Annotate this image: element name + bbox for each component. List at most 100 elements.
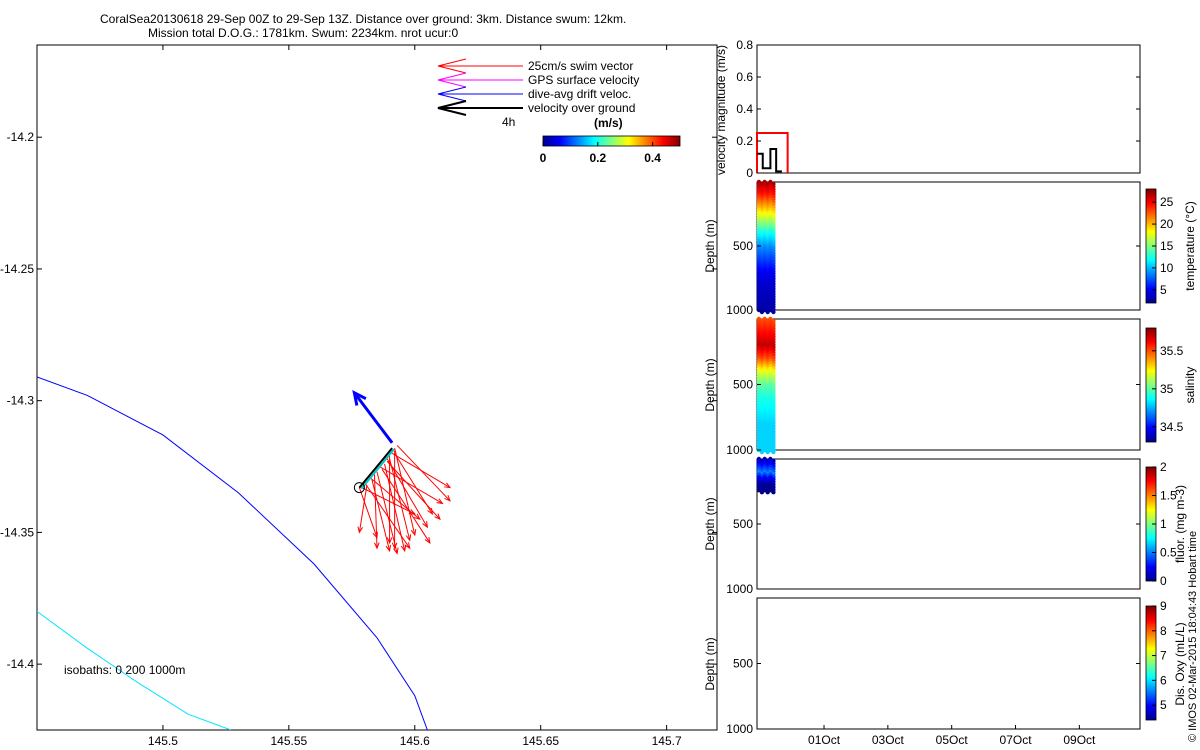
legend-label-ground: velocity over ground [528, 101, 635, 115]
swim-vector [389, 458, 411, 541]
oxygen-y-axis: 500 1000 [726, 657, 1140, 736]
salinity-y-label: Depth (m) [703, 358, 717, 411]
swim-vector-head [413, 513, 421, 521]
swim-vector-head [374, 542, 380, 550]
colorbar-tick-label: 10 [1160, 261, 1174, 275]
speed-colorbar-label: (m/s) [594, 116, 623, 130]
legend-time-label: 4h [502, 115, 515, 129]
velocity-panel: 0 0.2 0.4 0.6 0.8 velocity magnitude (m/s) [714, 38, 1141, 180]
colorbar-tick-label: 7 [1160, 649, 1167, 663]
colorbar-tick-label: 1.5 [1160, 489, 1177, 503]
oxygen-panel: 500 1000 01Oct 03Oct 05Oct 07Oct 09Oct Depth … [703, 597, 1187, 747]
swim-vectors [357, 445, 452, 555]
swim-vector-head [391, 542, 398, 550]
fluor-axes-frame [756, 458, 1141, 590]
colorbar-tick-label: 9 [1160, 599, 1167, 613]
map-panel: 145.5 145.55 145.6 145.65 145.7 -14.2-14.25-… [0, 44, 718, 748]
map-legend: 25cm/s swim vector GPS surface velocity … [437, 58, 681, 165]
colorbar-tick-label: 0 [1160, 574, 1167, 588]
velocity-y-axis: 0 0.2 0.4 0.6 0.8 [736, 38, 1140, 180]
colorbar-tick-label: 25 [1160, 195, 1174, 209]
swim-vector [386, 458, 428, 528]
legend-arrows [437, 58, 523, 116]
temperature-axes-frame [756, 181, 1141, 311]
oxygen-colorbar-ticks: 5 6 7 8 9 [1152, 599, 1167, 712]
panel-y-tick-label: 0.6 [736, 70, 753, 84]
map-x-tick-label: 145.65 [522, 734, 559, 748]
map-x-axis: 145.5 145.55 145.6 145.65 145.7 [148, 45, 682, 748]
oxygen-x-tick-label: 03Oct [872, 733, 905, 747]
fluor-profiles [756, 456, 776, 495]
speed-colorbar [542, 135, 681, 147]
fluor-colorbar-label: fluor. (mg m-3) [1173, 485, 1187, 563]
panel-y-tick-label: 500 [733, 657, 753, 671]
swim-vector-head [393, 547, 399, 555]
map-axes-frame [36, 44, 718, 731]
temperature-panel: 500 1000 Depth (m) 5 10 15 20 25 temperature … [703, 179, 1197, 317]
oxygen-x-tick-label: 05Oct [936, 733, 969, 747]
map-y-tick-label: -14.25 [0, 262, 34, 276]
panel-y-tick-label: 500 [733, 239, 753, 253]
speed-colorbar-ticks: 0 0.2 0.4 [540, 142, 661, 165]
colorbar-tick-label: 35.5 [1160, 344, 1184, 358]
map-y-axis: -14.2 -14.25 -14.3 -14.35 -14.4 [0, 130, 717, 671]
panel-y-tick-label: 500 [733, 378, 753, 392]
swim-vector-head [436, 498, 444, 505]
swim-vector [376, 471, 398, 554]
colorbar-tick-label: 20 [1160, 217, 1174, 231]
panel-y-tick-label: 1000 [726, 303, 753, 317]
colorbar-tick-label: 6 [1160, 673, 1167, 687]
fluor-panel: 500 1000 Depth (m) 0 0.5 1 1.5 2 fluor. (mg m… [703, 456, 1187, 596]
swim-vector-head [424, 536, 431, 545]
temperature-colorbar-ticks: 5 10 15 20 25 [1152, 195, 1174, 297]
temperature-y-axis: 500 1000 [726, 239, 1140, 317]
isobath-200-line [37, 376, 428, 730]
fluor-y-axis: 500 1000 [726, 517, 1140, 596]
legend-arrow [437, 58, 523, 74]
swim-vector-head [400, 544, 407, 553]
salinity-axes-frame [756, 318, 1141, 451]
legend-label-swim: 25cm/s swim vector [528, 59, 633, 73]
swim-vector-head [444, 482, 452, 489]
legend-label-gps: GPS surface velocity [528, 73, 639, 87]
swim-vector [386, 460, 441, 520]
oxygen-x-tick-label: 09Oct [1063, 733, 1096, 747]
oxygen-x-axis: 01Oct 03Oct 05Oct 07Oct 09Oct [808, 725, 1096, 747]
map-y-tick-label: -14.4 [7, 657, 35, 671]
oxygen-colorbar-label: Dis. Oxy (mL/L) [1173, 622, 1187, 705]
map-plot-area [37, 376, 452, 730]
legend-arrow [437, 86, 523, 102]
fluor-y-label: Depth (m) [703, 497, 717, 550]
swim-vector [361, 487, 416, 515]
temperature-profiles [756, 179, 776, 315]
colorbar-tick-label: 0.5 [1160, 546, 1177, 560]
panel-y-tick-label: 0.8 [736, 38, 753, 52]
map-y-tick-label: -14.3 [7, 394, 35, 408]
swim-vector-head [422, 521, 429, 529]
swim-vector-head [434, 513, 441, 521]
colorbar-tick-label: 5 [1160, 283, 1167, 297]
speed-colorbar-tick-label: 0.4 [644, 151, 661, 165]
swim-vector [373, 474, 378, 549]
legend-arrow [437, 100, 523, 116]
salinity-profiles [756, 316, 776, 455]
velocity-series [756, 132, 789, 173]
fluor-colorbar-ticks: 0 0.5 1 1.5 2 [1152, 460, 1177, 588]
velocity-series-line [757, 148, 782, 173]
colorbar-tick-label: 35 [1160, 382, 1174, 396]
oxygen-axes-frame [756, 597, 1141, 730]
map-x-tick-label: 145.7 [652, 734, 682, 748]
ground-track-line [358, 447, 393, 489]
oxygen-x-tick-label: 07Oct [1000, 733, 1033, 747]
colorbar-tick-label: 5 [1160, 698, 1167, 712]
swim-vector-head [408, 509, 416, 515]
salinity-colorbar-ticks: 34.5 35 35.5 [1152, 344, 1184, 434]
profile-point [771, 309, 776, 315]
title-line-2: Mission total D.O.G.: 1781km. Swum: 2234… [148, 26, 459, 40]
velocity-axes-frame [756, 44, 1141, 174]
colorbar-tick-label: 1 [1160, 517, 1167, 531]
panel-y-tick-label: 1000 [726, 443, 753, 457]
salinity-panel: 500 1000 Depth (m) 34.5 35 35.5 salinity [703, 316, 1197, 457]
swim-vector-head [404, 542, 411, 550]
